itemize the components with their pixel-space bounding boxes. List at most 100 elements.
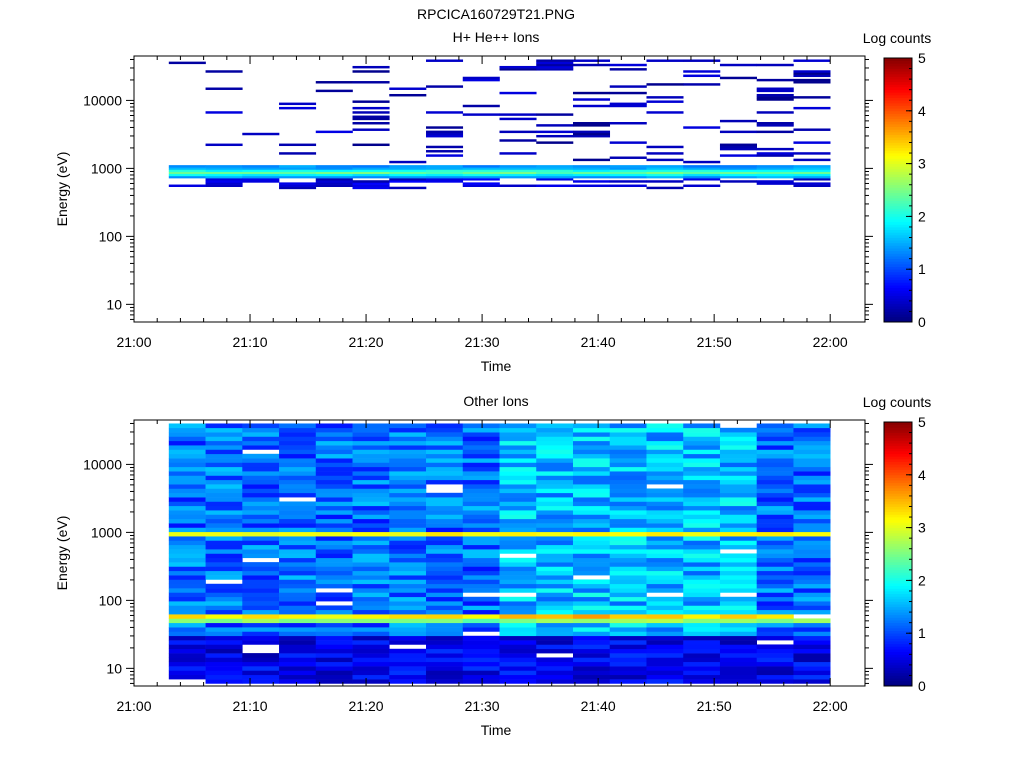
heatmap-cell xyxy=(536,124,574,127)
heatmap-cell xyxy=(462,458,500,463)
heatmap-cell xyxy=(536,510,574,515)
heatmap-cell xyxy=(426,523,464,528)
heatmap-cell xyxy=(352,184,390,187)
heatmap-cell xyxy=(646,471,684,476)
heatmap-cell xyxy=(315,679,353,684)
heatmap-cell xyxy=(426,132,464,136)
heatmap-cell xyxy=(389,488,427,494)
heatmap-cell xyxy=(462,583,500,589)
heatmap-cell xyxy=(205,588,243,593)
heatmap-cell xyxy=(168,479,206,485)
heatmap-cell xyxy=(536,445,574,450)
heatmap-cell xyxy=(536,592,574,598)
colorbar-segment xyxy=(884,319,912,323)
heatmap-cell xyxy=(756,497,794,502)
heatmap-cell xyxy=(242,497,280,502)
heatmap-cell xyxy=(683,679,721,684)
heatmap-cell xyxy=(315,592,353,598)
colorbar-segment xyxy=(884,680,912,684)
heatmap-cell xyxy=(572,566,611,572)
heatmap-cell xyxy=(426,175,464,179)
heatmap-cell xyxy=(609,475,647,481)
heatmap-cell xyxy=(242,510,280,515)
colorbar-segment xyxy=(884,530,912,534)
colorbar-segment xyxy=(884,588,912,592)
heatmap-cell xyxy=(499,184,537,187)
heatmap-cell xyxy=(462,609,500,615)
heatmap-cell xyxy=(572,579,611,585)
colorbar-segment xyxy=(884,461,912,465)
heatmap-cell xyxy=(168,510,206,515)
heatmap-cell xyxy=(719,497,757,502)
heatmap-cell xyxy=(793,492,831,498)
heatmap-cell xyxy=(536,540,574,546)
heatmap-cell xyxy=(279,182,317,185)
colorbar-tick-label: 3 xyxy=(918,156,926,172)
heatmap-cell xyxy=(426,627,464,632)
heatmap-cell xyxy=(572,596,611,602)
heatmap-cell xyxy=(719,579,757,585)
heatmap-cell xyxy=(389,514,427,520)
heatmap-cell xyxy=(793,518,831,524)
heatmap-cell xyxy=(205,518,243,524)
heatmap-cell xyxy=(462,661,500,667)
heatmap-cell xyxy=(683,74,721,78)
heatmap-cell xyxy=(168,609,206,615)
heatmap-cell xyxy=(683,83,721,86)
heatmap-cell xyxy=(315,622,353,628)
heatmap-cell xyxy=(205,514,243,520)
heatmap-cell xyxy=(279,436,317,442)
heatmap-cell xyxy=(719,653,757,658)
heatmap-cell xyxy=(426,165,464,168)
colorbar-segment xyxy=(884,224,912,228)
heatmap-cell xyxy=(536,479,574,485)
heatmap-cell xyxy=(646,505,684,511)
heatmap-cell xyxy=(793,605,831,611)
heatmap-cell xyxy=(572,609,611,615)
heatmap-cell xyxy=(242,501,280,507)
heatmap-cell xyxy=(389,614,427,619)
colorbar-segment xyxy=(884,546,912,550)
heatmap-cell xyxy=(389,453,427,459)
heatmap-cell xyxy=(609,427,647,433)
colorbar-tick-label: 2 xyxy=(918,208,926,224)
heatmap-cell xyxy=(793,553,831,559)
colorbar-segment xyxy=(884,60,912,64)
heatmap-cell xyxy=(462,501,500,507)
heatmap-cell xyxy=(536,427,574,433)
colorbar-segment xyxy=(884,290,912,294)
heatmap-cell xyxy=(756,536,794,541)
colorbar-tick-label: 4 xyxy=(918,467,926,483)
heatmap-cell xyxy=(462,427,500,433)
heatmap-cell xyxy=(536,575,574,580)
heatmap-cell xyxy=(242,536,280,541)
heatmap-cell xyxy=(462,635,500,641)
heatmap-cell xyxy=(536,666,574,671)
heatmap-cell xyxy=(609,674,647,680)
heatmap-cell xyxy=(572,91,611,95)
colorbar-segment xyxy=(884,163,912,167)
heatmap-cell xyxy=(242,631,280,637)
heatmap-cell xyxy=(242,635,280,641)
heatmap-cell xyxy=(242,462,280,468)
heatmap-cell xyxy=(389,657,427,663)
colorbar-segment xyxy=(884,94,912,98)
heatmap-cell xyxy=(462,471,500,476)
heatmap-cell xyxy=(572,527,611,533)
heatmap-cell xyxy=(572,661,611,667)
heatmap-cell xyxy=(352,471,390,476)
heatmap-cell xyxy=(536,175,574,179)
colorbar-segment xyxy=(884,282,912,286)
heatmap-cell xyxy=(242,618,280,624)
colorbar-segment xyxy=(884,248,912,252)
heatmap-cell xyxy=(352,627,390,632)
heatmap-cell xyxy=(168,631,206,637)
heatmap-cell xyxy=(279,171,317,175)
colorbar-segment xyxy=(884,448,912,452)
heatmap-cell xyxy=(646,423,684,429)
heatmap-cell xyxy=(352,635,390,641)
heatmap-cell xyxy=(242,640,280,645)
heatmap-cell xyxy=(168,653,206,658)
heatmap-cell xyxy=(536,588,574,593)
colorbar-segment xyxy=(884,298,912,302)
